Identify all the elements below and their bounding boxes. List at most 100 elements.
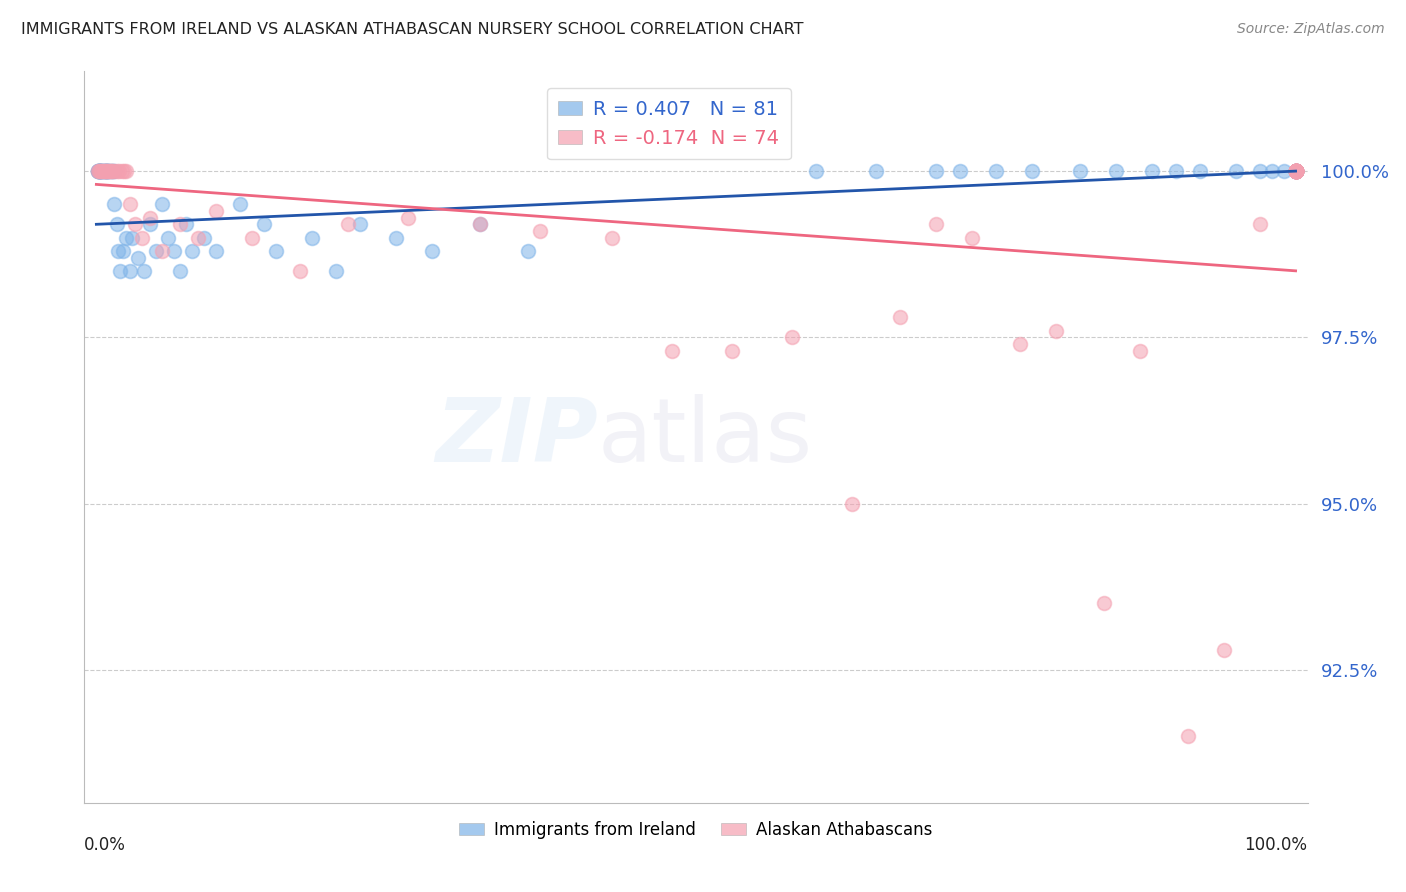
Point — [1212, 643, 1234, 657]
Point — [468, 217, 491, 231]
Point — [1188, 164, 1211, 178]
Point — [90, 164, 112, 178]
Point — [1284, 164, 1306, 178]
Point — [1284, 164, 1306, 178]
Point — [86, 164, 108, 178]
Point — [420, 244, 443, 258]
Point — [661, 343, 683, 358]
Point — [1008, 337, 1031, 351]
Point — [1284, 164, 1306, 178]
Text: 0.0%: 0.0% — [84, 836, 127, 854]
Point — [1284, 164, 1306, 178]
Point — [949, 164, 972, 178]
Point — [1284, 164, 1306, 178]
Point — [87, 164, 110, 178]
Point — [600, 230, 623, 244]
Point — [91, 164, 114, 178]
Point — [87, 164, 110, 178]
Point — [87, 164, 110, 178]
Point — [93, 164, 117, 178]
Point — [1021, 164, 1043, 178]
Point — [1284, 164, 1306, 178]
Point — [169, 217, 191, 231]
Point — [468, 217, 491, 231]
Point — [86, 164, 108, 178]
Point — [253, 217, 276, 231]
Point — [96, 164, 118, 178]
Point — [841, 497, 863, 511]
Legend: Immigrants from Ireland, Alaskan Athabascans: Immigrants from Ireland, Alaskan Athabas… — [453, 814, 939, 846]
Point — [1284, 164, 1306, 178]
Point — [1284, 164, 1306, 178]
Point — [105, 217, 128, 231]
Point — [145, 244, 167, 258]
Point — [1284, 164, 1306, 178]
Point — [193, 230, 215, 244]
Point — [1284, 164, 1306, 178]
Point — [86, 164, 108, 178]
Point — [118, 264, 141, 278]
Point — [1284, 164, 1306, 178]
Point — [90, 164, 112, 178]
Point — [1284, 164, 1306, 178]
Point — [181, 244, 204, 258]
Point — [804, 164, 827, 178]
Point — [1284, 164, 1306, 178]
Point — [1260, 164, 1282, 178]
Point — [1284, 164, 1306, 178]
Point — [97, 164, 120, 178]
Point — [90, 164, 112, 178]
Point — [205, 244, 228, 258]
Point — [1272, 164, 1295, 178]
Point — [118, 197, 141, 211]
Point — [97, 164, 120, 178]
Point — [101, 164, 124, 178]
Point — [1284, 164, 1306, 178]
Point — [96, 164, 118, 178]
Point — [1284, 164, 1306, 178]
Point — [517, 244, 540, 258]
Point — [94, 164, 117, 178]
Point — [139, 217, 162, 231]
Point — [163, 244, 186, 258]
Point — [325, 264, 347, 278]
Point — [1045, 324, 1067, 338]
Point — [1284, 164, 1306, 178]
Point — [124, 217, 146, 231]
Point — [127, 251, 149, 265]
Point — [1284, 164, 1306, 178]
Point — [150, 244, 173, 258]
Point — [93, 164, 115, 178]
Point — [91, 164, 114, 178]
Point — [90, 164, 112, 178]
Point — [205, 204, 228, 219]
Point — [1105, 164, 1128, 178]
Point — [89, 164, 111, 178]
Text: ZIP: ZIP — [436, 393, 598, 481]
Point — [396, 211, 419, 225]
Point — [150, 197, 173, 211]
Point — [169, 264, 191, 278]
Point — [925, 217, 948, 231]
Point — [96, 164, 118, 178]
Point — [780, 330, 803, 344]
Point — [337, 217, 360, 231]
Point — [86, 164, 108, 178]
Point — [87, 164, 110, 178]
Point — [385, 230, 408, 244]
Point — [110, 264, 132, 278]
Point — [93, 164, 115, 178]
Point — [1284, 164, 1306, 178]
Point — [89, 164, 111, 178]
Point — [174, 217, 197, 231]
Point — [97, 164, 120, 178]
Point — [1225, 164, 1247, 178]
Point — [1284, 164, 1306, 178]
Point — [1284, 164, 1306, 178]
Point — [1284, 164, 1306, 178]
Point — [105, 164, 128, 178]
Point — [115, 164, 138, 178]
Point — [1284, 164, 1306, 178]
Point — [103, 164, 125, 178]
Point — [139, 211, 162, 225]
